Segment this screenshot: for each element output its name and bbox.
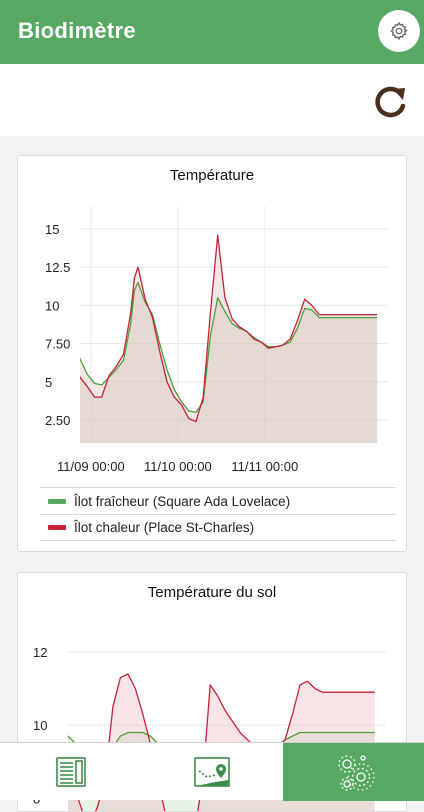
y-tick-label: 10 [45,298,59,313]
legend-label-fresh: Îlot fraîcheur (Square Ada Lovelace) [74,494,290,509]
map-icon [193,755,231,789]
y-tick-label: 7.50 [45,337,70,352]
nav-sensors[interactable] [283,743,424,801]
series-area-1 [73,235,377,443]
y-tick-label: 12.5 [45,260,70,275]
bottom-navigation [0,742,424,800]
nav-list[interactable] [0,743,141,801]
legend-item-fresh[interactable]: Îlot fraîcheur (Square Ada Lovelace) [40,487,396,514]
refresh-icon [368,80,412,124]
gear-icon [389,21,409,41]
legend-swatch-fresh [48,499,66,504]
y-tick-label: 12 [33,645,47,660]
legend-item-hot[interactable]: Îlot chaleur (Place St-Charles) [40,514,396,541]
nav-map[interactable] [141,743,283,801]
sensor-network-icon [332,750,376,794]
list-icon [54,755,88,789]
app-bar: Biodimètre [0,0,424,64]
y-tick-label: 5 [45,375,52,390]
x-tick-label: 11/09 00:00 [57,459,125,474]
toolbar [0,64,424,136]
legend-label-hot: Îlot chaleur (Place St-Charles) [74,520,254,535]
x-tick-label: 11/10 00:00 [144,459,212,474]
chart-legend: Îlot fraîcheur (Square Ada Lovelace) Îlo… [40,487,396,541]
legend-swatch-hot [48,525,66,530]
y-tick-label: 2.50 [45,413,70,428]
temperature-chart: 2.50 5 7.50 10 12.5 15 11/09 00:00 11/10 00:00 1… [18,156,408,486]
refresh-button[interactable] [368,80,412,124]
settings-button[interactable] [378,10,420,52]
y-tick-label: 15 [45,222,59,237]
y-tick-label: 10 [33,718,47,733]
plot-area [73,235,377,443]
app-title: Biodimètre [18,18,136,44]
x-tick-label: 11/11 00:00 [231,459,298,474]
